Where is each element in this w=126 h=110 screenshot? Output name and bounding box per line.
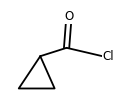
Text: O: O xyxy=(64,10,74,23)
Text: Cl: Cl xyxy=(102,50,114,63)
